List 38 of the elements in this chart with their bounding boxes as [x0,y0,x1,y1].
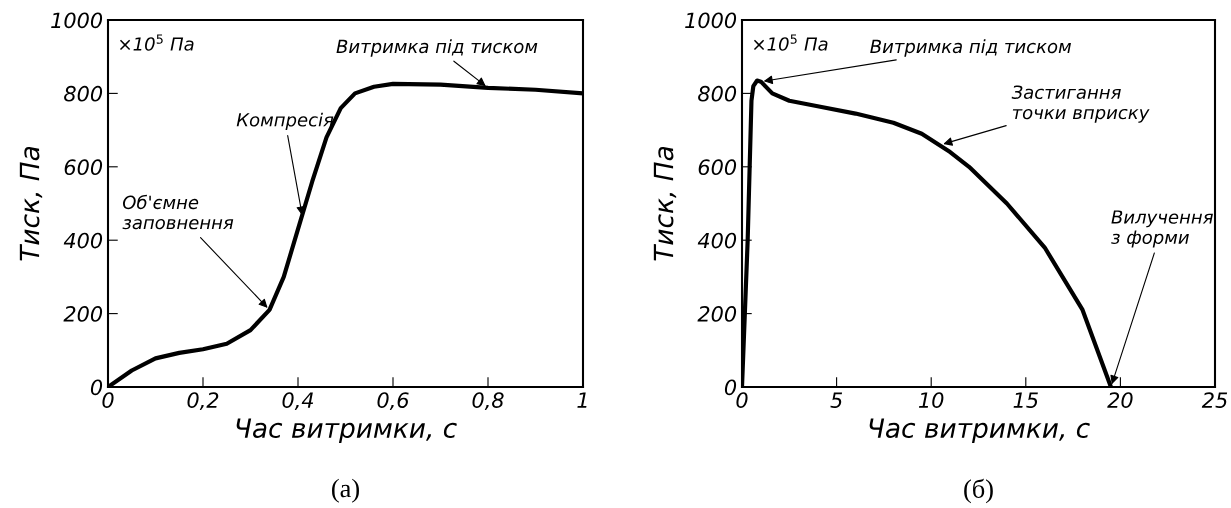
y-tick-label: 400 [63,232,103,249]
x-tick-label: 0 [736,392,748,408]
x-tick-label: 10 [918,392,944,408]
annotation: Застигання точки вприску [1011,85,1150,123]
annotation: ×10$^{5}$ Па [119,34,194,51]
y-tick-label: 200 [63,306,103,322]
text: (б) [964,478,993,504]
annotation: Вилучення з форми [1111,210,1213,248]
y-axis-title: Тиск, Па [19,146,43,261]
x-tick-label: 5 [830,392,843,408]
y-tick-label: 1000 [685,12,737,29]
y-tick-label: 200 [697,306,737,322]
y-tick-label: 600 [698,159,737,176]
text: (а) [332,478,359,503]
x-tick-label: 0,8 [472,392,504,411]
annotation: Витримка під тиском [336,39,538,57]
x-tick-label: 15 [1013,392,1038,408]
y-tick-label: 0 [724,379,737,396]
y-tick-label: 600 [64,159,103,176]
y-tick-label: 800 [64,85,103,102]
x-tick-label: 0,2 [187,392,219,411]
x-tick-label: 25 [1201,392,1228,408]
x-tick-label: 0 [102,392,114,408]
y-axis-title: Тиск, Па [653,146,677,261]
x-tick-label: 0,4 [282,392,314,411]
y-tick-label: 800 [698,85,737,102]
x-axis-title: Час витримки, с [869,418,1090,444]
x-tick-label: 0,6 [377,392,409,411]
x-tick-label: 20 [1107,392,1133,408]
y-tick-label: 0 [90,379,103,396]
x-axis-title: Час витримки, с [236,418,457,444]
annotation: ×10$^{5}$ Па [753,34,828,51]
y-tick-label: 1000 [51,12,103,29]
annotation: Компресія [236,112,334,131]
y-tick-label: 400 [697,232,737,249]
annotation: Об'ємне заповнення [122,194,234,230]
x-tick-label: 1 [577,392,587,408]
annotation: Витримка під тиском [870,39,1071,57]
